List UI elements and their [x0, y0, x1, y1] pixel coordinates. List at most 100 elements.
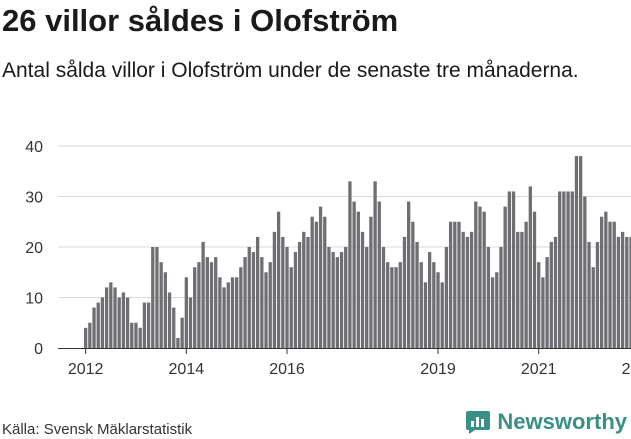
bar [180, 317, 184, 348]
bar [503, 206, 507, 348]
bar [323, 216, 327, 348]
bar [146, 302, 151, 348]
bar [222, 287, 226, 348]
bar [209, 262, 214, 348]
bar [247, 247, 251, 348]
bar [469, 231, 474, 348]
chart-subtitle: Antal sålda villor i Olofström under de … [2, 59, 579, 82]
bar [448, 221, 453, 348]
x-tick-label: 2016 [269, 361, 305, 378]
bar [608, 221, 612, 348]
x-tick-label: 2012 [68, 361, 104, 378]
bar [235, 277, 239, 348]
bar [113, 287, 117, 348]
bar [528, 186, 532, 348]
bar [427, 252, 432, 348]
bar [558, 191, 562, 348]
y-tick-label: 0 [34, 341, 43, 358]
bar [197, 262, 201, 348]
bar [532, 211, 537, 348]
bar [318, 206, 323, 348]
bar [356, 211, 360, 348]
bar [281, 236, 285, 348]
axes [58, 348, 631, 354]
bar [109, 282, 113, 348]
bar [511, 191, 516, 348]
bar [155, 247, 159, 348]
bar [373, 181, 377, 348]
bar [390, 267, 394, 348]
bar [172, 307, 176, 348]
bar [407, 201, 411, 348]
bar [616, 236, 621, 348]
bar [339, 252, 344, 348]
bar [415, 241, 419, 348]
bar [331, 252, 335, 348]
bar [453, 221, 457, 348]
bar [239, 267, 243, 348]
source-note: Källa: Svensk Mäklarstatistik [2, 421, 193, 438]
bar [130, 322, 134, 348]
bar [348, 181, 352, 348]
bar [465, 236, 470, 348]
bar [96, 302, 100, 348]
bar [344, 247, 348, 348]
x-tick-label: 2023 [622, 361, 631, 378]
newsworthy-icon [466, 411, 491, 434]
chart-title: 26 villor såldes i Olofström [2, 3, 399, 38]
bar [377, 201, 381, 348]
bar [327, 247, 331, 348]
bar [629, 236, 631, 348]
bar [369, 216, 373, 348]
bar [360, 231, 365, 348]
bar [486, 247, 491, 348]
bar [92, 307, 96, 348]
bar [151, 247, 155, 348]
bar [499, 247, 503, 348]
bar [201, 241, 205, 348]
bar [272, 231, 277, 348]
bar [604, 211, 608, 348]
bar [583, 196, 587, 348]
bar [255, 236, 260, 348]
bar [264, 272, 268, 348]
bar [251, 252, 256, 348]
y-tick-label: 30 [25, 190, 43, 207]
bar [100, 297, 105, 348]
brand-name: Newsworthy [497, 409, 627, 434]
bar [297, 241, 302, 348]
bar [520, 231, 524, 348]
bar [218, 277, 222, 348]
bar [167, 292, 172, 348]
bar [184, 277, 188, 348]
bar [260, 257, 264, 348]
bar [562, 191, 566, 348]
bar [306, 236, 310, 348]
bar [423, 282, 428, 348]
bar [88, 322, 92, 348]
bar [226, 282, 230, 348]
bar [612, 221, 616, 348]
bar [243, 257, 247, 348]
bar [482, 211, 486, 348]
bar [293, 252, 298, 348]
x-tick-label: 2021 [521, 361, 557, 378]
bar [549, 241, 553, 348]
bar [285, 247, 289, 348]
bar [365, 247, 369, 348]
bar [398, 262, 402, 348]
bar [84, 327, 88, 348]
bar [402, 236, 407, 348]
bar [411, 221, 415, 348]
bar [310, 216, 314, 348]
bar [474, 201, 478, 348]
bar [104, 287, 109, 348]
newsworthy-logo[interactable]: Newsworthy [465, 409, 627, 435]
bar [352, 201, 356, 348]
bar [419, 262, 423, 348]
bar [444, 247, 449, 348]
bar [335, 257, 339, 348]
bar [386, 262, 390, 348]
bar [457, 221, 461, 348]
bar [579, 156, 583, 348]
